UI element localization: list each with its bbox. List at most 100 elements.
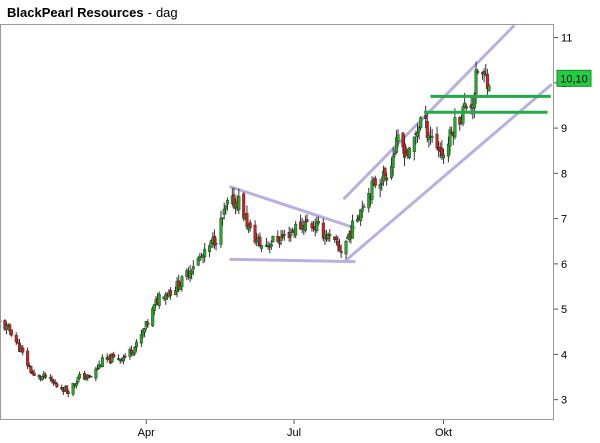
candle-body <box>367 193 371 209</box>
candle-body <box>391 155 395 168</box>
candle-body <box>390 165 394 178</box>
candle-body <box>419 117 423 128</box>
candle-body <box>315 221 319 232</box>
y-tick-label: 3 <box>561 395 567 407</box>
candle-body <box>8 324 12 332</box>
candle-body <box>310 223 314 229</box>
x-tick-label: Apr <box>138 427 155 439</box>
x-tick-label: Jul <box>287 427 301 439</box>
candle-body <box>385 177 389 181</box>
chart-title-period: dag <box>155 5 178 20</box>
last-price-label: 10,10 <box>560 73 588 85</box>
candle-body <box>208 245 212 252</box>
last-price-tag <box>556 69 592 87</box>
chart-title-name: BlackPearl Resources <box>7 5 144 20</box>
trendline <box>229 257 356 264</box>
candle-body <box>65 385 69 392</box>
candle-body <box>276 235 280 242</box>
x-tick-label: Okt <box>435 427 452 439</box>
candle-body <box>133 347 137 354</box>
candle-body <box>169 290 173 296</box>
candle-body <box>279 236 283 241</box>
candle-body <box>412 136 416 153</box>
candle-body <box>380 182 384 185</box>
y-axis: 34567891011 <box>554 33 573 407</box>
candle-body <box>282 233 286 236</box>
candle-body <box>143 328 147 333</box>
y-tick-label: 4 <box>561 349 567 361</box>
candle-body <box>219 217 223 245</box>
candle-body <box>26 350 30 366</box>
x-axis: Apr Jul Okt <box>138 420 452 439</box>
candle-body <box>487 85 491 92</box>
support-line-group <box>424 94 551 114</box>
candle-body <box>180 276 184 287</box>
candle-body <box>355 218 359 222</box>
trendline <box>229 185 356 230</box>
candle-body <box>152 304 156 311</box>
candle-body <box>425 121 429 138</box>
candle-body <box>29 366 33 373</box>
candle-body <box>87 375 91 377</box>
candle-body <box>269 244 273 247</box>
candle-body <box>277 242 281 245</box>
candle-body <box>258 236 262 247</box>
candle-body <box>242 193 246 219</box>
chart-title-separator: - <box>147 5 152 20</box>
candle-body <box>37 375 41 377</box>
candle-body <box>442 154 446 159</box>
candlestick-series <box>0 61 491 398</box>
candle-body <box>134 341 138 348</box>
candle-body <box>464 106 468 109</box>
chart-title: BlackPearl Resources - dag <box>7 5 178 20</box>
candle-body <box>383 168 387 177</box>
candle-body <box>191 266 195 270</box>
y-tick-label: 6 <box>561 259 567 271</box>
candle-body <box>424 115 428 119</box>
candle-body <box>430 136 434 138</box>
candle-body <box>157 294 161 306</box>
candle-body <box>139 334 143 344</box>
chart-frame <box>0 24 554 420</box>
candle-body <box>245 212 249 228</box>
candle-body <box>121 357 125 362</box>
candle-body <box>89 376 93 378</box>
candle-body <box>55 383 59 388</box>
candle-body <box>360 208 364 212</box>
candle-body <box>95 368 99 370</box>
candle-body <box>435 133 439 149</box>
candle-body <box>214 242 218 245</box>
candle-body <box>84 377 88 380</box>
candle-body <box>4 324 8 330</box>
candle-body <box>225 200 229 205</box>
candle-body <box>248 222 252 229</box>
candle-body <box>294 223 298 236</box>
candle-body <box>448 129 452 147</box>
candle-body <box>76 377 80 383</box>
candle-body <box>130 349 134 354</box>
candle-body <box>260 245 264 249</box>
plot-border <box>0 24 554 420</box>
candle-body <box>21 347 25 353</box>
candle-body <box>416 132 420 137</box>
candle-body <box>303 221 307 231</box>
candle-body <box>344 240 348 255</box>
candle-body <box>71 383 75 395</box>
candle-body <box>305 219 309 222</box>
y-tick-label: 9 <box>561 123 567 135</box>
candle-body <box>78 373 82 379</box>
candle-body <box>43 374 47 378</box>
y-tick-label: 11 <box>561 33 572 45</box>
candle-body <box>378 184 382 189</box>
candle-body <box>123 355 127 358</box>
candle-body <box>32 372 36 376</box>
candle-body <box>237 196 241 211</box>
candle-body <box>362 206 366 208</box>
candle-body <box>110 355 114 363</box>
candle-body <box>203 248 207 257</box>
trendline-group <box>229 24 553 264</box>
candle-body <box>453 117 457 138</box>
candle-body <box>461 106 465 124</box>
y-tick-label: 8 <box>561 168 567 180</box>
